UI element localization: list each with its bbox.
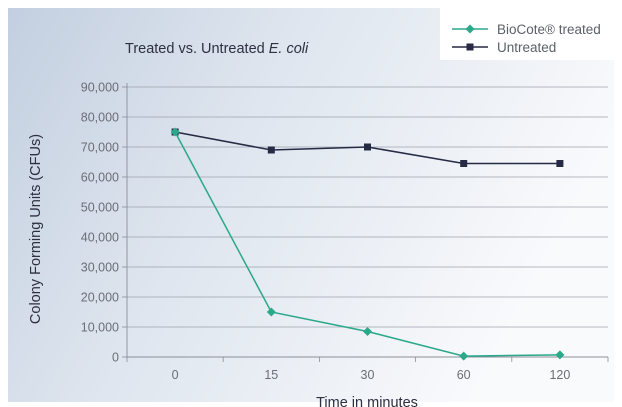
axes [122,83,609,362]
y-tick-label: 60,000 [81,171,119,185]
data-point-biocote [459,351,469,361]
legend: BioCote® treated Untreated [452,22,601,55]
x-tick-label: 60 [457,368,471,382]
data-point-biocote [266,307,276,317]
data-point-biocote [555,350,565,360]
x-tick-label: 15 [264,368,278,382]
legend-item-biocote: BioCote® treated [452,22,601,37]
y-tick-label: 40,000 [81,231,119,245]
x-tick-label: 0 [172,368,179,382]
legend-marker-biocote [465,24,475,34]
tick-labels: 0 10,000 20,000 30,000 40,000 50,000 60,000 70,… [81,81,571,383]
chart-title-italic: E. coli [269,41,309,57]
chart-background [8,8,614,402]
chart-title: Treated vs. Untreated E. coli [125,41,309,57]
y-tick-label: 80,000 [81,111,119,125]
y-axis-title: Colony Forming Units (CFUs) [28,134,44,324]
legend-item-untreated: Untreated [452,40,556,55]
data-point-biocote [363,327,372,336]
data-point-untreated [556,160,564,167]
x-tick-label: 120 [549,368,570,382]
y-tick-label: 50,000 [81,201,119,215]
y-tick-label: 30,000 [81,261,119,275]
legend-marker-untreated [466,43,474,51]
series-layer [170,127,565,361]
legend-label-biocote: BioCote® treated [497,22,601,37]
x-axis-title: Time in minutes [316,395,418,407]
y-tick-label: 10,000 [81,321,119,335]
legend-label-untreated: Untreated [497,40,556,55]
y-tick-label: 90,000 [81,81,119,95]
data-point-untreated [460,160,468,167]
y-tick-label: 20,000 [81,291,119,305]
data-point-untreated [267,146,275,154]
legend-background [440,8,622,60]
y-tick-label: 0 [112,351,119,365]
x-tick-label: 30 [361,368,375,382]
chart-title-prefix: Treated vs. Untreated [125,41,269,57]
data-point-untreated [364,143,371,151]
y-tick-label: 70,000 [81,141,119,155]
data-point-biocote [170,127,180,137]
